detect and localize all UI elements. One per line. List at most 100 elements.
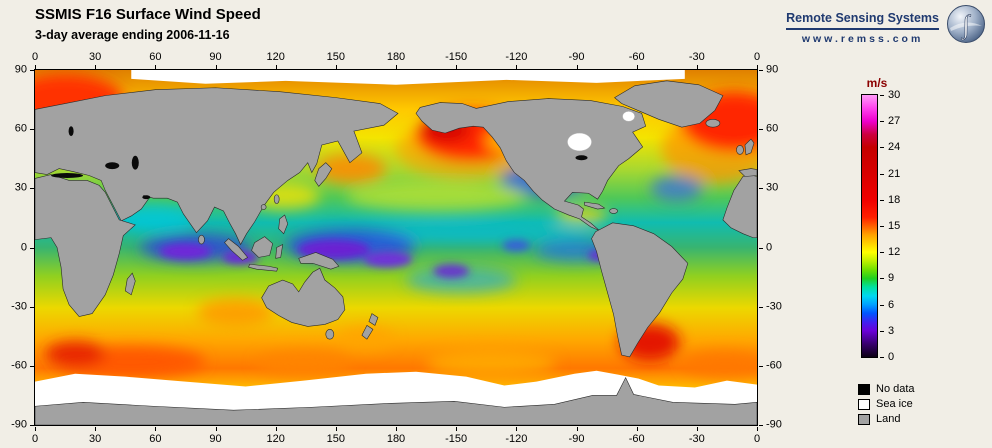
island-borneo: [251, 236, 273, 258]
latitude-axis-right: 90 60 30 0 -30 -60 -90: [759, 63, 789, 430]
island-new-zealand-south: [361, 324, 374, 340]
rss-globe-logo-icon: ∫: [947, 5, 985, 43]
latitude-tick-label: -30: [766, 300, 782, 313]
page-subtitle: 3-day average ending 2006-11-16: [35, 28, 230, 42]
tick-mark: [880, 304, 884, 306]
island-cuba: [584, 201, 606, 210]
latitude-tick-label: 60: [14, 122, 27, 135]
colorbar-tick-label: 30: [888, 89, 901, 101]
tick-mark: [215, 65, 217, 69]
longitude-tick-label: 120: [266, 433, 285, 445]
tick-mark: [30, 425, 34, 426]
arctic-sea-ice: [131, 70, 685, 85]
longitude-tick-label: -30: [688, 51, 705, 63]
tick-mark: [880, 199, 884, 201]
longitude-tick-label: 0: [753, 433, 761, 445]
tick-mark: [335, 427, 337, 431]
longitude-tick-label: 60: [149, 51, 162, 63]
legend-label: Sea ice: [876, 398, 913, 410]
brand-name: Remote Sensing Systems: [786, 11, 939, 25]
tick-mark: [30, 306, 34, 308]
longitude-tick-label: -60: [628, 51, 645, 63]
longitude-axis-bottom: 0 30 60 90 120 150 180 -150 -120 -90 -60 -30 0: [32, 427, 761, 448]
tick-mark: [396, 65, 397, 69]
tick-mark: [576, 427, 578, 431]
ice-hudson-bay: [567, 132, 592, 152]
map-legend: No data Sea ice Land: [858, 383, 915, 428]
longitude-tick-label: 30: [89, 433, 102, 445]
tick-mark: [275, 65, 277, 69]
colorbar-tick-label: 15: [888, 220, 901, 232]
tick-mark: [30, 188, 34, 190]
tick-mark: [880, 252, 884, 254]
legend-label: Land: [876, 413, 901, 425]
world-wind-map: [35, 70, 757, 425]
latitude-tick-label: -60: [11, 359, 27, 372]
legend-swatch: [858, 398, 870, 410]
longitude-tick-label: -30: [688, 433, 705, 445]
brand-url: www.remss.com: [801, 33, 924, 45]
longitude-tick-label: 30: [89, 51, 102, 63]
colorbar-tick-label: 6: [888, 298, 895, 311]
tick-mark: [880, 95, 884, 96]
colorbar-tick-label: 24: [888, 141, 901, 154]
landmass-north-america: [415, 98, 647, 232]
latitude-tick-label: -90: [11, 418, 27, 431]
colorbar-tick-label: 21: [888, 167, 901, 180]
tick-mark: [30, 365, 34, 367]
tick-mark: [759, 129, 763, 131]
island-hainan: [260, 204, 267, 210]
legend-label: No data: [876, 383, 915, 395]
longitude-tick-label: -150: [445, 433, 468, 445]
tick-mark: [35, 427, 36, 431]
tick-mark: [396, 427, 397, 431]
map-canvas: [34, 69, 758, 426]
longitude-tick-label: 90: [209, 51, 222, 63]
tick-mark: [516, 65, 518, 69]
tick-mark: [759, 306, 763, 308]
tick-mark: [759, 365, 763, 367]
landmass-south-america: [591, 222, 689, 358]
tick-mark: [759, 247, 763, 249]
latitude-tick-label: -30: [11, 300, 27, 313]
island-java: [248, 263, 279, 272]
landmass-iberia-wrap: [738, 168, 757, 177]
no-data-caspian: [131, 155, 139, 170]
tick-mark: [880, 357, 884, 358]
tick-mark: [335, 65, 337, 69]
latitude-tick-label: 0: [766, 240, 773, 253]
longitude-axis-top: 0 30 60 90 120 150 180 -150 -120 -90 -60 -30 0: [31, 48, 760, 69]
tick-mark: [759, 425, 763, 426]
wind-speed-blobs: [35, 73, 757, 378]
island-sri-lanka: [198, 234, 205, 245]
tick-mark: [880, 121, 884, 123]
island-philippines: [278, 214, 289, 235]
longitude-tick-label: -90: [568, 51, 585, 63]
tick-mark: [757, 427, 758, 431]
latitude-tick-label: 90: [14, 63, 27, 76]
island-sulawesi: [275, 244, 284, 259]
tick-mark: [30, 129, 34, 131]
tick-mark: [696, 427, 698, 431]
longitude-tick-label: -60: [628, 433, 645, 445]
island-iceland: [705, 119, 721, 128]
tick-mark: [757, 65, 758, 69]
tick-mark: [576, 65, 578, 69]
longitude-tick-label: -90: [568, 433, 585, 445]
island-hispaniola: [609, 208, 618, 214]
tick-mark: [880, 147, 884, 149]
tick-mark: [155, 427, 157, 431]
island-new-zealand-north: [368, 313, 379, 326]
no-data-patches: [51, 126, 588, 200]
colorbar: [861, 94, 878, 358]
tick-mark: [30, 247, 34, 249]
colorbar-tick-label: 27: [888, 115, 901, 128]
longitude-tick-label: 0: [31, 51, 39, 63]
colorbar-tick-label: 3: [888, 324, 895, 337]
tick-mark: [880, 330, 884, 332]
legend-item: No data: [858, 383, 915, 395]
tick-mark: [95, 65, 97, 69]
longitude-tick-label: 60: [149, 433, 162, 445]
island-taiwan: [273, 194, 280, 204]
tick-mark: [880, 173, 884, 175]
